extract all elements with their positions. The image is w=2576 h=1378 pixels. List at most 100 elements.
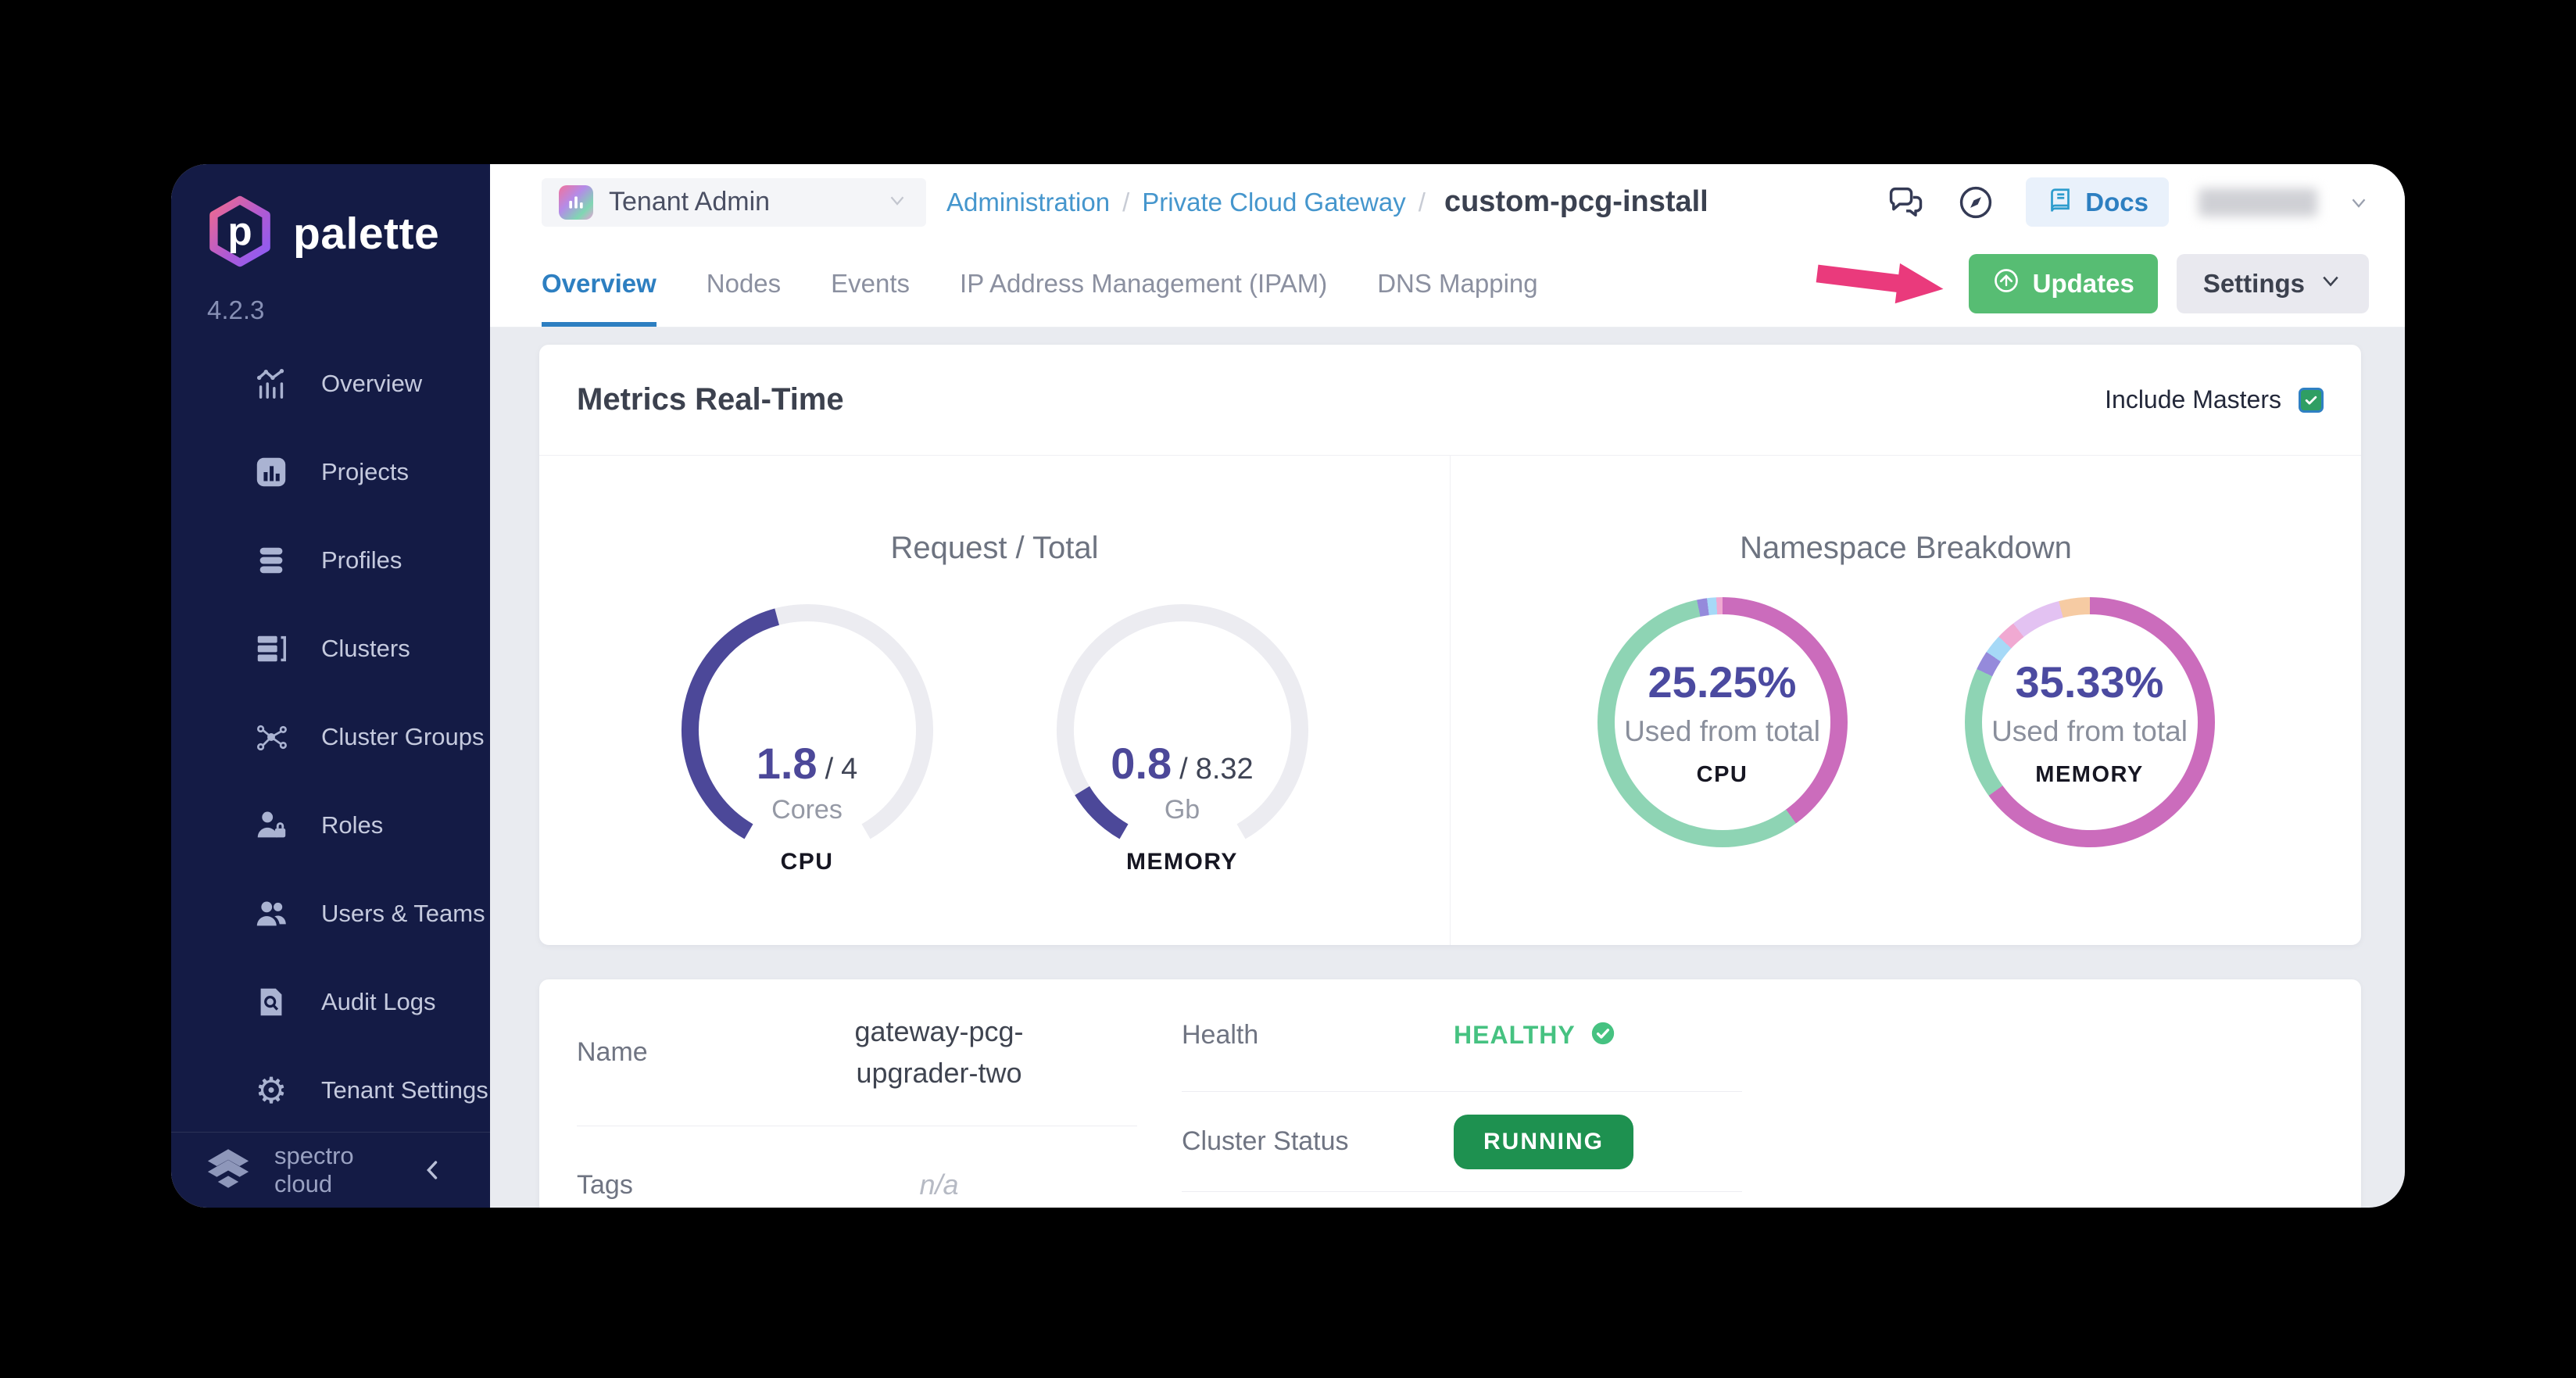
overview-chart-icon [252,365,290,403]
tab-events[interactable]: Events [831,268,911,298]
name-row: Name gateway-pcg-upgrader-two [577,979,1137,1126]
chevron-down-icon [2319,269,2342,299]
memory-namespace-donut: 35.33% Used from total MEMORY [1964,597,2215,847]
tab-overview[interactable]: Overview [542,240,657,327]
breadcrumb-link-administration[interactable]: Administration [946,187,1111,217]
topbar-actions: Docs [1885,177,2370,227]
book-icon [2046,187,2074,217]
chat-icon[interactable] [1885,182,1926,223]
request-total-section: Request / Total 1.8/4 [539,456,1451,945]
sidebar-item-label: Cluster Groups [321,722,485,750]
spectro-cloud-logo-icon [202,1143,254,1198]
main-area: Tenant Admin Administration / Private Cl… [490,164,2405,1208]
sidebar-item-label: Users & Teams [321,899,485,927]
breadcrumb-link-private-cloud-gateway[interactable]: Private Cloud Gateway [1142,187,1406,217]
cluster-status-label: Cluster Status [1182,1126,1349,1156]
projects-icon [252,453,290,491]
tab-dns-mapping[interactable]: DNS Mapping [1377,268,1538,298]
details-card: Name gateway-pcg-upgrader-two Tags n/a H… [539,979,2361,1208]
sidebar-item-audit-logs[interactable]: Audit Logs [171,957,490,1046]
breadcrumb-current: custom-pcg-install [1444,185,1708,218]
palette-logo-icon: p [202,194,277,273]
updates-button[interactable]: Updates [1968,253,2158,313]
tenant-settings-gear-icon: ⚙ [255,1068,288,1111]
cpu-donut-caption: Used from total [1624,715,1820,747]
profiles-stack-icon [252,542,290,579]
user-menu-redacted-name[interactable] [2199,188,2317,217]
settings-button[interactable]: Settings [2176,253,2369,313]
namespace-breakdown-title: Namespace Breakdown [1740,531,2072,565]
tags-label: Tags [577,1169,633,1200]
user-menu-chevron-down-icon[interactable] [2347,191,2370,214]
scope-label: Tenant Admin [609,187,771,217]
compass-icon[interactable] [1955,182,1996,223]
brand-name: palette [293,208,440,259]
cpu-donut-label: CPU [1696,762,1748,787]
sidebar-item-users-teams[interactable]: Users & Teams [171,869,490,957]
cpu-donut-percent: 25.25% [1648,657,1797,707]
tab-actions: Updates Settings [1816,240,2405,327]
include-masters-checkbox[interactable] [2299,387,2324,413]
check-icon [2305,396,2317,405]
svg-text:p: p [227,209,252,254]
sidebar: p palette 4.2.3 Overview Proj [171,164,490,1208]
sidebar-item-label: Profiles [321,546,402,574]
memory-gauge-value: 0.8 [1111,739,1172,789]
tab-nodes[interactable]: Nodes [706,268,782,298]
request-total-title: Request / Total [890,531,1099,565]
app-window: p palette 4.2.3 Overview Proj [171,164,2405,1208]
users-teams-icon [252,895,290,932]
cluster-status-badge: RUNNING [1454,1114,1633,1169]
memory-gauge: 0.8/8.32 Gb MEMORY [1050,597,1315,875]
sidebar-item-tenant-settings[interactable]: ⚙ Tenant Settings [171,1046,490,1134]
memory-donut-caption: Used from total [1991,715,2188,747]
namespace-breakdown-section: Namespace Breakdown 25.25% Used from tot… [1451,456,2361,945]
breadcrumb-separator: / [1418,187,1426,217]
health-row: Health HEALTHY [1182,979,1742,1092]
name-value: gateway-pcg-upgrader-two [854,1015,1024,1089]
name-label: Name [577,1037,648,1067]
health-label: Health [1182,1020,1259,1050]
sidebar-item-clusters[interactable]: Clusters [171,604,490,693]
sidebar-nav: Overview Projects Profiles [171,339,490,1134]
sidebar-item-label: Overview [321,369,423,397]
metrics-card-header: Metrics Real-Time Include Masters [539,345,2361,456]
sidebar-item-profiles[interactable]: Profiles [171,516,490,604]
memory-gauge-unit: Gb [1164,795,1200,825]
app-version: 4.2.3 [207,295,265,324]
chevron-down-icon [886,188,909,216]
metrics-card: Metrics Real-Time Include Masters Reques… [539,345,2361,945]
topbar: Tenant Admin Administration / Private Cl… [490,164,2405,240]
docs-button[interactable]: Docs [2026,177,2169,227]
breadcrumb-separator: / [1122,187,1130,217]
include-masters-control: Include Masters [2105,385,2324,414]
cpu-gauge-value: 1.8 [756,739,818,789]
tags-row: Tags n/a [577,1126,1137,1208]
details-right-column: Health HEALTHY Cluster Status RUNNING [1182,979,1742,1208]
tags-value: n/a [919,1168,959,1201]
footer-brand: spectro cloud [274,1142,354,1197]
tab-ipam[interactable]: IP Address Management (IPAM) [960,268,1328,298]
details-left-column: Name gateway-pcg-upgrader-two Tags n/a [577,979,1137,1208]
check-circle-icon [1590,1020,1616,1051]
memory-gauge-total: 8.32 [1195,753,1254,786]
sidebar-item-label: Clusters [321,634,410,662]
settings-button-label: Settings [2202,268,2305,298]
sidebar-item-projects[interactable]: Projects [171,428,490,516]
sidebar-item-overview[interactable]: Overview [171,339,490,428]
sidebar-collapse-chevron-icon[interactable] [420,1157,446,1183]
cluster-status-row: Cluster Status RUNNING [1182,1092,1742,1192]
updates-button-label: Updates [2032,268,2134,298]
cpu-namespace-donut: 25.25% Used from total CPU [1597,597,1848,847]
sidebar-item-roles[interactable]: Roles [171,781,490,869]
memory-donut-percent: 35.33% [2015,657,2164,707]
scope-selector[interactable]: Tenant Admin [542,177,926,227]
sidebar-item-label: Tenant Settings [321,1076,488,1104]
cpu-gauge-label: CPU [780,849,834,875]
sidebar-item-cluster-groups[interactable]: Cluster Groups [171,693,490,781]
audit-logs-icon [252,983,290,1021]
breadcrumb: Administration / Private Cloud Gateway /… [946,185,1708,219]
cluster-groups-icon [252,718,290,756]
metrics-card-title: Metrics Real-Time [577,382,844,417]
